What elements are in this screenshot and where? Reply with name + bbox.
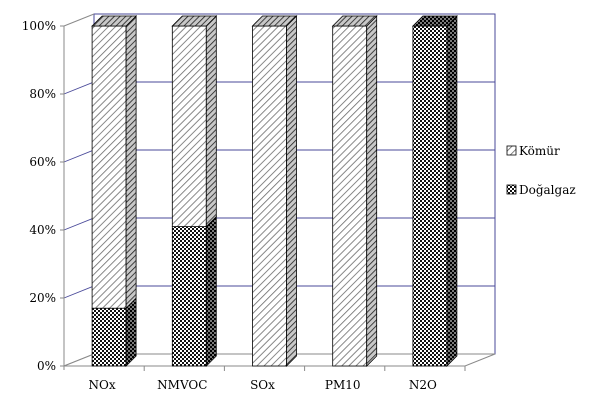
bar-top-face bbox=[331, 15, 378, 27]
x-tick-label: NOx bbox=[89, 378, 116, 392]
y-tick-label: 80% bbox=[29, 87, 56, 101]
bar-stack-nox bbox=[91, 15, 138, 367]
x-tick-label: N2O bbox=[409, 378, 437, 392]
y-tick-label: 100% bbox=[22, 19, 56, 33]
bar-stack-pm10 bbox=[331, 15, 378, 367]
bar-segment-side bbox=[286, 15, 297, 367]
bar-segment-side bbox=[366, 15, 378, 367]
bar-segment bbox=[171, 226, 207, 367]
bar-stack-nmvoc bbox=[171, 15, 218, 367]
bar-stack-n2o bbox=[411, 15, 458, 367]
bar-top-face bbox=[251, 15, 298, 27]
x-axis-ticks: NOx NMVOC SOx PM10 N2O bbox=[89, 366, 466, 392]
bar-segment bbox=[91, 25, 127, 309]
bar-segment-side bbox=[205, 15, 217, 228]
bar-top-face bbox=[411, 15, 458, 27]
y-tick-label: 20% bbox=[29, 291, 56, 305]
bar-top-face bbox=[91, 15, 138, 27]
bar-segment bbox=[171, 25, 207, 228]
y-tick-label: 0% bbox=[37, 359, 56, 373]
legend-swatch-komur bbox=[506, 145, 517, 156]
bar-segment-side bbox=[125, 297, 137, 367]
bar-stack-sox bbox=[251, 15, 298, 367]
bar-segment-side bbox=[205, 215, 217, 367]
legend-item-dogalgaz: Doğalgaz bbox=[506, 183, 576, 197]
legend-label-komur: Kömür bbox=[519, 144, 560, 158]
legend-swatch-dogalgaz bbox=[506, 184, 517, 195]
bar-segment bbox=[252, 25, 287, 367]
bar-segment-side bbox=[125, 15, 137, 310]
x-tick-label: NMVOC bbox=[157, 378, 207, 392]
x-tick-label: SOx bbox=[250, 378, 275, 392]
legend-label-dogalgaz: Doğalgaz bbox=[519, 183, 576, 197]
bar-segment bbox=[332, 25, 368, 367]
y-tick-label: 40% bbox=[29, 223, 56, 237]
plot-side-edges bbox=[63, 13, 95, 367]
bar-segment bbox=[91, 307, 127, 367]
bars bbox=[91, 15, 458, 367]
y-axis-ticks: 0% 20% 40% 60% 80% 100% bbox=[22, 19, 64, 373]
bar-segment-side bbox=[446, 15, 458, 367]
y-tick-label: 60% bbox=[29, 155, 56, 169]
bar-segment bbox=[412, 25, 448, 367]
x-tick-label: PM10 bbox=[325, 378, 361, 392]
bar-top-face bbox=[171, 15, 218, 27]
legend-item-komur: Kömür bbox=[506, 144, 560, 158]
legend: Kömür Doğalgaz bbox=[506, 144, 576, 197]
